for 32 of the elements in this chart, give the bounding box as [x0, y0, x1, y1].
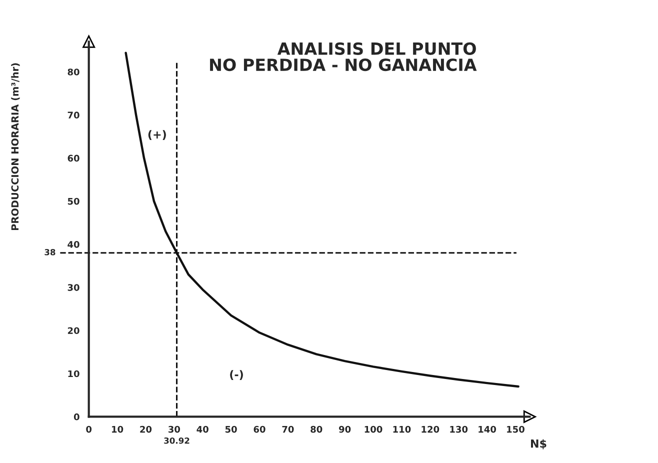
x-tick-label: 150 — [507, 426, 524, 433]
x-tick-label: 90 — [339, 426, 351, 433]
y-tick-label: 70 — [68, 112, 80, 119]
y-tick-label: 20 — [68, 327, 80, 334]
y-tick-label: 60 — [68, 154, 80, 162]
annotation: (-) — [230, 370, 243, 380]
y-axis-title: PRODUCCION HORARIA (m³/hr) — [11, 63, 20, 230]
chart-title: ANALISIS DEL PUNTO NO PERDIDA - NO GANANCIA — [210, 42, 477, 72]
x-tick-label: 10 — [112, 426, 124, 433]
y-tick-label: 50 — [68, 198, 80, 205]
x-tick-label: 140 — [478, 426, 496, 433]
x-tick-label: 0 — [86, 426, 92, 433]
x-tick-label: 80 — [310, 426, 322, 433]
x-tick-label: 40 — [196, 426, 208, 433]
x-tick-label: 110 — [393, 426, 411, 433]
y-tick-label: 30 — [68, 284, 80, 291]
y-tick-label: 40 — [68, 241, 80, 248]
y-tick-label: 10 — [68, 370, 80, 378]
annotation: (+) — [148, 130, 166, 140]
y-tick-label: 0 — [74, 413, 80, 420]
x-tick-label: 100 — [364, 426, 382, 433]
x-tick-label: 30 — [168, 426, 180, 433]
ref-line-label: 30.92 — [164, 437, 190, 444]
x-tick-label: 130 — [450, 426, 468, 433]
x-tick-label: 20 — [140, 426, 152, 433]
x-axis-title: N$ — [531, 439, 546, 450]
x-tick-label: 120 — [422, 426, 440, 433]
ref-line-label: 38 — [44, 249, 56, 256]
x-tick-label: 60 — [254, 426, 266, 433]
y-tick-label: 80 — [68, 68, 80, 76]
x-tick-label: 70 — [282, 426, 294, 433]
x-tick-label: 50 — [225, 426, 237, 433]
